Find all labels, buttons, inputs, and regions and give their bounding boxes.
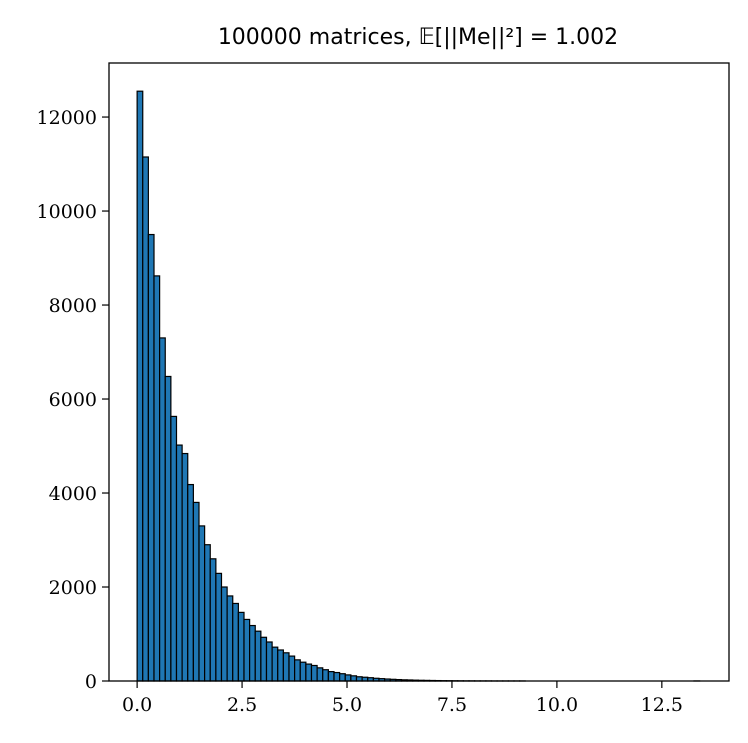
y-tick-label: 6000: [49, 389, 97, 411]
histogram-bar: [327, 671, 335, 682]
x-tick-label: 7.5: [437, 694, 467, 716]
bars-group: [136, 90, 701, 682]
histogram-bar: [249, 624, 256, 682]
histogram-bar: [215, 572, 223, 682]
histogram-bar: [310, 664, 318, 682]
y-tick-label: 4000: [49, 483, 97, 505]
histogram-bar: [333, 671, 341, 682]
histogram-bar: [192, 501, 200, 682]
histogram-bar: [153, 275, 161, 682]
histogram-bar: [299, 661, 307, 682]
histogram-bar: [175, 444, 183, 682]
chart-title: 100000 matrices, 𝔼[||Me||²] = 1.002: [218, 25, 618, 50]
histogram-bar: [294, 659, 301, 682]
y-axis: 0 2000 4000 6000 8000 10000 12000: [37, 107, 109, 693]
histogram-bar: [187, 483, 194, 682]
histogram-bar: [271, 646, 279, 682]
x-tick-label: 12.5: [641, 694, 683, 716]
histogram-bar: [136, 90, 144, 682]
x-tick-label: 2.5: [227, 694, 257, 716]
plot-frame: [108, 62, 730, 682]
y-tick-label: 10000: [37, 201, 97, 223]
y-tick-label: 0: [85, 671, 97, 693]
histogram-bar: [181, 452, 189, 682]
histogram-bar: [288, 655, 296, 682]
histogram-bar: [254, 630, 262, 682]
histogram-bar: [209, 558, 217, 682]
histogram-bar: [226, 595, 234, 682]
histogram-bar: [170, 415, 178, 682]
histogram-bar: [265, 641, 273, 682]
histogram-bar: [232, 602, 239, 682]
histogram-bar: [164, 375, 172, 682]
histogram-bar: [277, 649, 284, 682]
y-tick-label: 2000: [49, 577, 97, 599]
histogram-bar: [305, 663, 313, 682]
histogram-bar: [322, 669, 329, 682]
x-tick-label: 10.0: [536, 694, 578, 716]
histogram-bar: [243, 618, 251, 682]
histogram-bar: [260, 636, 268, 682]
histogram-bar: [344, 674, 352, 682]
x-tick-label: 5.0: [332, 694, 362, 716]
x-axis: 0.0 2.5 5.0 7.5 10.0 12.5: [122, 681, 683, 716]
histogram-bar: [282, 652, 290, 682]
histogram-bar: [339, 673, 346, 682]
histogram-bar: [220, 586, 228, 682]
histogram-bar: [147, 233, 155, 682]
histogram-bar: [316, 667, 324, 682]
x-tick-label: 0.0: [122, 694, 152, 716]
y-tick-label: 12000: [37, 107, 97, 129]
histogram-bar: [237, 611, 245, 682]
y-tick-label: 8000: [49, 295, 97, 317]
histogram-bar: [142, 156, 149, 682]
histogram-bar: [204, 544, 211, 682]
histogram-bar: [159, 337, 166, 682]
histogram-bar: [198, 525, 206, 682]
histogram-bar: [350, 675, 358, 682]
